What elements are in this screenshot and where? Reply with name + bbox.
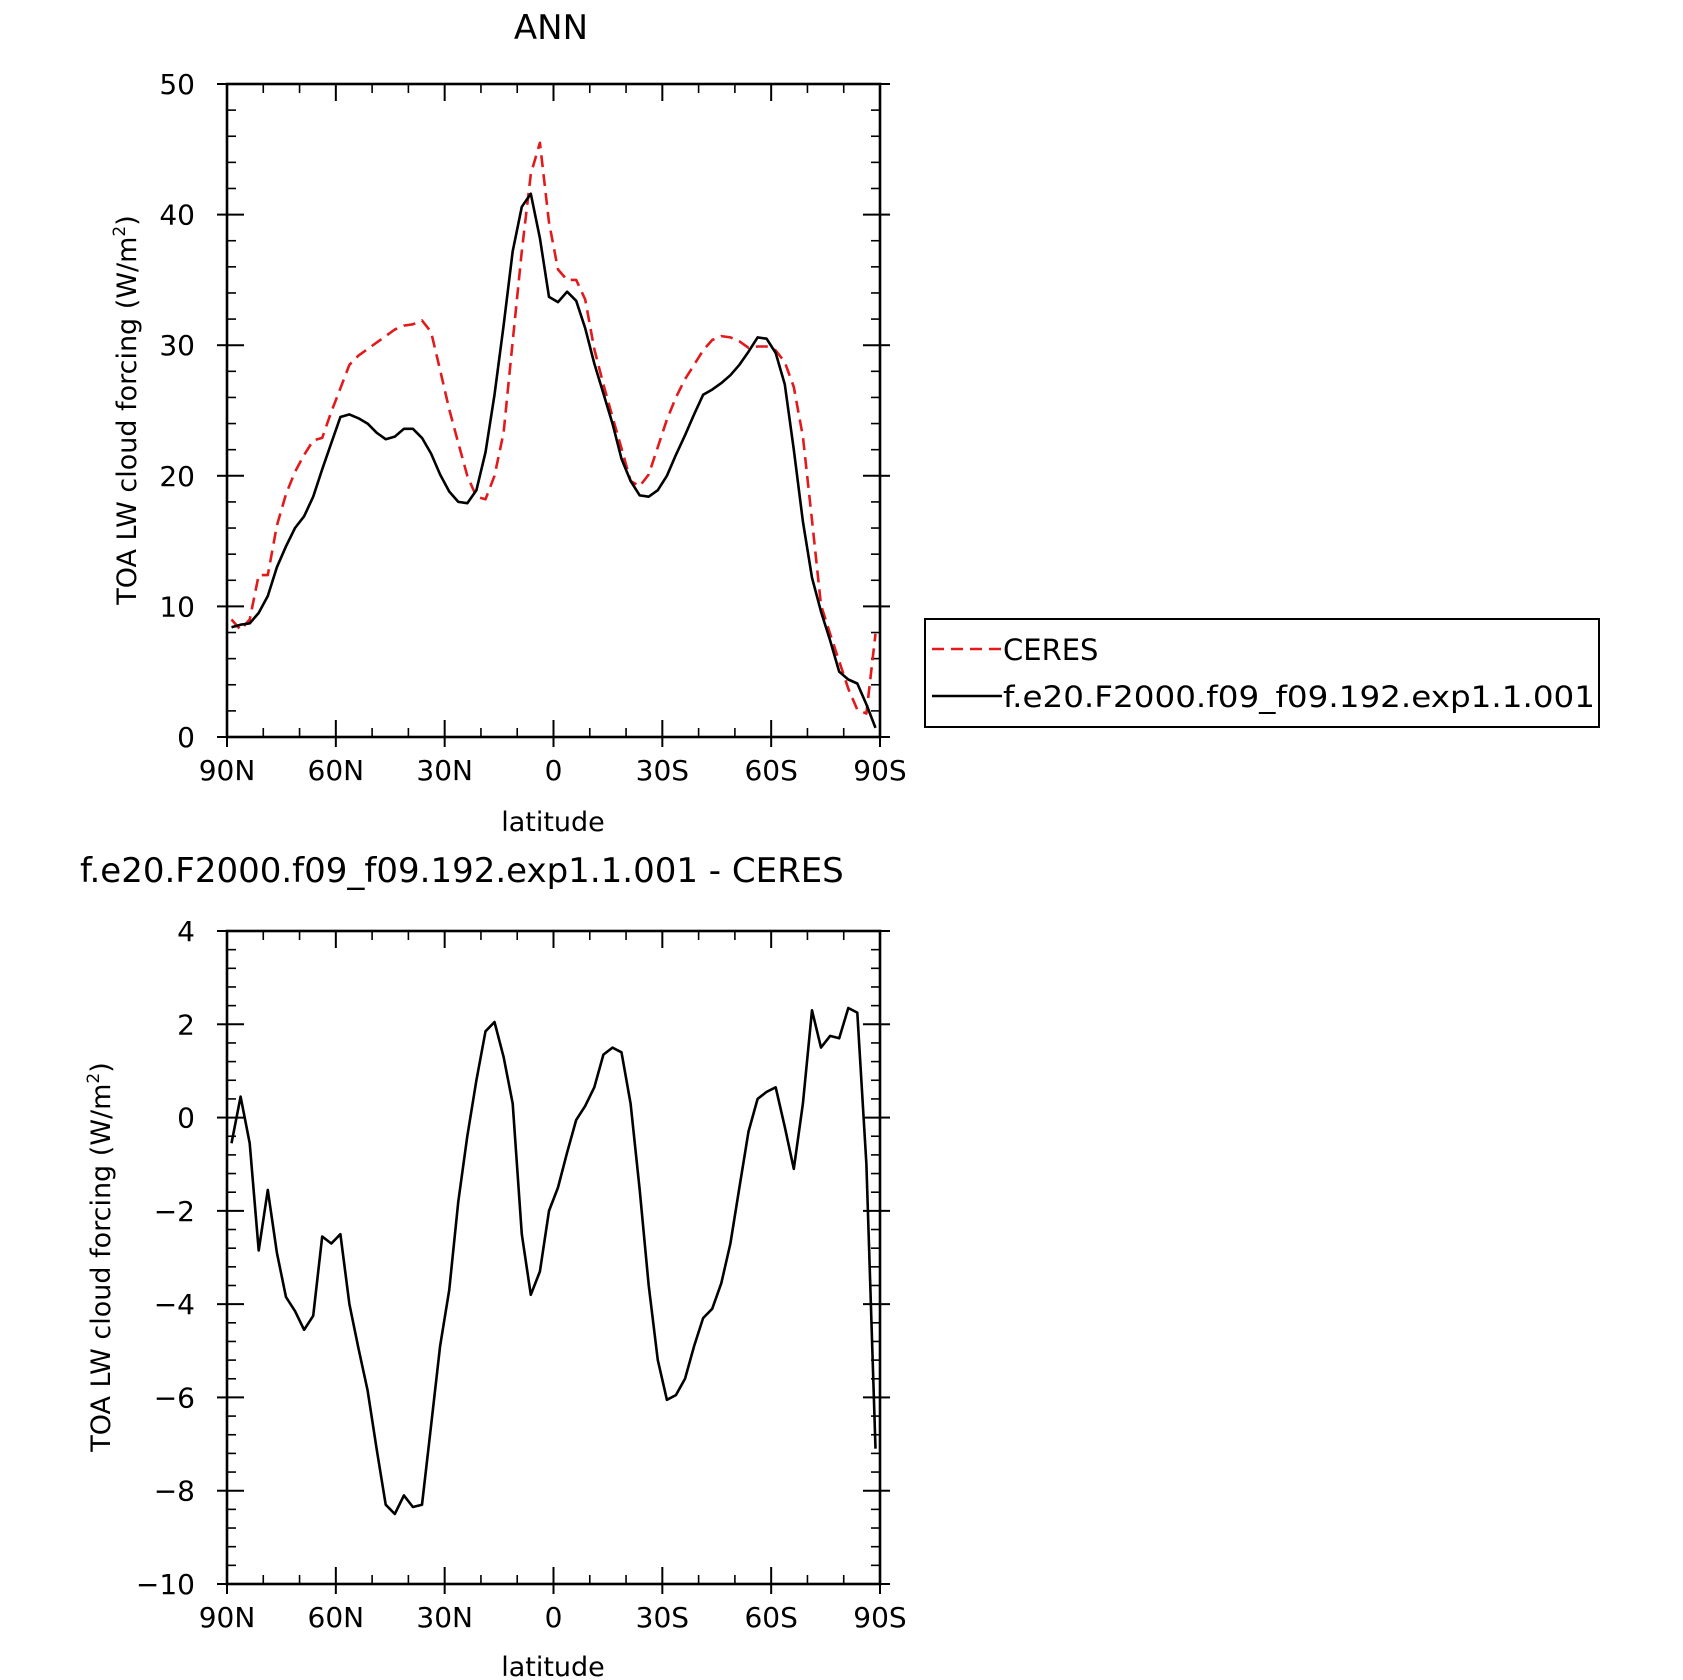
top-x-tick-label: 90S (853, 754, 906, 787)
top-y-tick-label: 20 (159, 460, 195, 493)
top-x-tick-label: 90N (199, 754, 256, 787)
bottom-x-tick-label: 90S (853, 1601, 906, 1634)
top-y-tick-label: 40 (159, 199, 195, 232)
bottom-x-axis-label: latitude (501, 1652, 605, 1680)
legend-label-model: f.e20.F2000.f09_f09.192.exp1.1.001 (1003, 680, 1595, 714)
bottom-y-tick-label: 2 (177, 1008, 195, 1041)
bottom-series-lines (230, 1006, 877, 1516)
bottom-y-axis-label-close: ) (86, 1062, 117, 1073)
top-y-axis-label-close: ) (112, 215, 143, 226)
bottom-title: f.e20.F2000.f09_f09.192.exp1.1.001 - CER… (80, 851, 844, 891)
top-x-tick-label: 30S (636, 754, 689, 787)
top-y-tick-label: 50 (159, 68, 195, 101)
top-series-line-model (231, 192, 877, 729)
bottom-x-tick-labels: 90N 60N 30N 0 30S 60S 90S (199, 1601, 907, 1634)
top-y-tick-label: 10 (159, 590, 195, 623)
top-y-axis-label-text: TOA LW cloud forcing (W/m (112, 237, 143, 606)
bottom-x-tick-label: 30S (636, 1601, 689, 1634)
top-y-tick-label: 0 (177, 721, 195, 754)
top-y-tick-label: 30 (159, 329, 195, 362)
top-y-tick-labels: 0 10 20 30 40 50 (159, 68, 195, 754)
bottom-y-tick-label: 4 (177, 915, 195, 948)
top-y-axis-label-superscript: 2 (110, 226, 130, 237)
top-x-tick-label: 60N (308, 754, 365, 787)
top-x-axis-label: latitude (501, 807, 605, 838)
top-x-tick-label: 30N (416, 754, 473, 787)
legend-label-ceres: CERES (1003, 633, 1098, 667)
bottom-x-tick-label: 60S (744, 1601, 797, 1634)
top-panel: ANN 90N 60N 30N 0 30S 60S 90S 0 10 20 30 40 50 lati… (110, 8, 1600, 838)
bottom-y-axis-label: TOA LW cloud forcing (W/m2) (84, 1062, 117, 1453)
bottom-y-tick-label: 0 (177, 1102, 195, 1135)
bottom-y-tick-label: −10 (136, 1568, 195, 1601)
top-y-axis-label: TOA LW cloud forcing (W/m2) (110, 215, 143, 606)
legend: CERES f.e20.F2000.f09_f09.192.exp1.1.001 (924, 618, 1600, 728)
top-title: ANN (514, 8, 588, 48)
bottom-panel: f.e20.F2000.f09_f09.192.exp1.1.001 - CER… (80, 851, 907, 1680)
top-series-lines (230, 141, 877, 729)
bottom-y-tick-label: −2 (154, 1195, 195, 1228)
bottom-series-line-difference (230, 1006, 877, 1516)
bottom-y-axis-label-text: TOA LW cloud forcing (W/m (86, 1084, 117, 1453)
top-plot-frame (225, 82, 882, 739)
legend-box (924, 618, 1600, 728)
bottom-y-tick-label: −8 (154, 1475, 195, 1508)
top-x-tick-label: 60S (744, 754, 797, 787)
top-x-tick-label: 0 (545, 754, 563, 787)
bottom-x-tick-label: 0 (545, 1601, 563, 1634)
bottom-plot-frame (225, 929, 882, 1586)
top-x-tick-labels: 90N 60N 30N 0 30S 60S 90S (199, 754, 907, 787)
bottom-y-tick-label: −4 (154, 1288, 195, 1321)
bottom-y-axis-label-superscript: 2 (84, 1073, 104, 1084)
bottom-x-tick-label: 90N (199, 1601, 256, 1634)
bottom-x-tick-label: 30N (416, 1601, 473, 1634)
bottom-y-tick-labels: −10 −8 −6 −4 −2 0 2 4 (136, 915, 195, 1601)
bottom-x-tick-label: 60N (308, 1601, 365, 1634)
bottom-y-tick-label: −6 (154, 1381, 195, 1414)
